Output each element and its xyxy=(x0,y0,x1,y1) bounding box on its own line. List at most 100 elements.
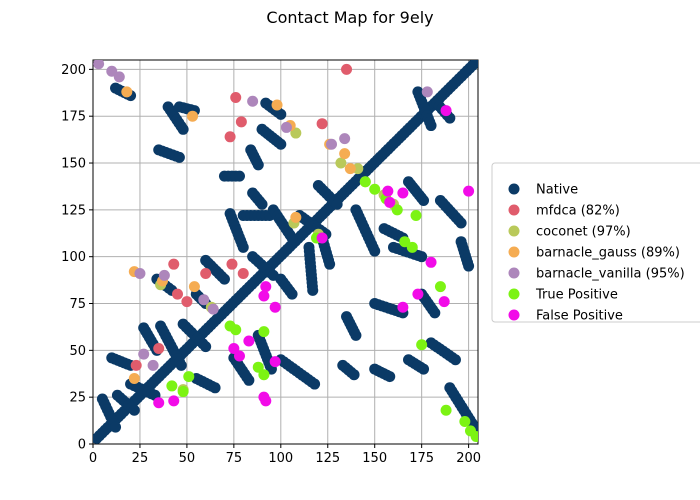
data-point xyxy=(113,71,125,83)
y-tick-label: 100 xyxy=(61,250,86,265)
data-point xyxy=(397,301,409,313)
native-point xyxy=(307,284,319,296)
data-point xyxy=(252,361,264,373)
data-point xyxy=(421,86,433,98)
series-0 xyxy=(93,60,478,444)
y-tick-label: 75 xyxy=(69,297,86,312)
data-point xyxy=(153,397,165,409)
native-point xyxy=(463,260,475,272)
data-point xyxy=(258,290,270,302)
legend-label: coconet (97%) xyxy=(536,225,631,240)
data-point xyxy=(158,269,170,281)
x-tick-label: 50 xyxy=(179,451,196,466)
native-point xyxy=(309,378,321,390)
data-point xyxy=(233,350,245,362)
native-point xyxy=(177,123,189,135)
native-point xyxy=(200,341,212,353)
axis-ticks: 0 25 50 75 100 125 150 175 200 0 25 50 75 100 125 150 17… xyxy=(61,63,481,466)
data-point xyxy=(228,342,240,354)
data-point xyxy=(369,183,381,195)
native-point xyxy=(348,369,360,381)
data-point xyxy=(359,176,371,188)
x-tick-label: 25 xyxy=(132,451,149,466)
data-point xyxy=(106,65,118,77)
native-point xyxy=(275,108,287,120)
data-point xyxy=(183,371,195,383)
native-point xyxy=(237,241,249,253)
data-point xyxy=(168,395,180,407)
data-point xyxy=(181,296,193,308)
data-point xyxy=(290,211,302,223)
native-point xyxy=(286,288,298,300)
data-point xyxy=(410,209,422,221)
data-point xyxy=(230,91,242,103)
native-point xyxy=(128,404,140,416)
data-point xyxy=(440,404,452,416)
data-point xyxy=(258,369,270,381)
native-point xyxy=(350,329,362,341)
data-point xyxy=(382,185,394,197)
data-point xyxy=(172,288,184,300)
data-point xyxy=(187,110,199,122)
data-point xyxy=(269,356,281,368)
data-point xyxy=(316,232,328,244)
data-point xyxy=(177,386,189,398)
data-point xyxy=(339,148,351,160)
legend-marker xyxy=(508,183,520,195)
data-point xyxy=(280,121,292,133)
native-point xyxy=(331,198,343,210)
legend-marker xyxy=(508,288,520,300)
native-point xyxy=(175,359,187,371)
y-tick-label: 25 xyxy=(69,391,86,406)
native-point xyxy=(455,217,467,229)
series-1 xyxy=(130,63,353,371)
x-tick-label: 125 xyxy=(315,451,340,466)
data-point xyxy=(247,95,259,107)
native-point xyxy=(209,382,221,394)
x-tick-label: 0 xyxy=(89,451,97,466)
y-tick-label: 0 xyxy=(78,438,86,453)
legend-label: barnacle_gauss (89%) xyxy=(536,246,680,261)
data-point xyxy=(438,296,450,308)
x-tick-label: 175 xyxy=(409,451,434,466)
data-point xyxy=(147,359,159,371)
native-point xyxy=(384,371,396,383)
native-point xyxy=(286,232,298,244)
y-tick-label: 125 xyxy=(61,203,86,218)
native-point xyxy=(449,354,461,366)
legend-marker xyxy=(508,246,520,258)
data-point xyxy=(153,342,165,354)
data-point xyxy=(406,241,418,253)
legend-label: Native xyxy=(536,183,578,198)
data-point xyxy=(200,268,212,280)
native-point xyxy=(418,363,430,375)
data-point xyxy=(459,416,471,428)
legend-marker xyxy=(508,225,520,237)
legend: Native mfdca (82%) coconet (97%) barnacle_g… xyxy=(491,162,700,324)
native-point xyxy=(425,120,437,132)
data-point xyxy=(224,131,236,143)
series-4 xyxy=(93,60,433,371)
data-point xyxy=(260,281,272,293)
data-point xyxy=(198,294,210,306)
data-point xyxy=(391,204,403,216)
native-point xyxy=(275,138,287,150)
x-tick-label: 200 xyxy=(456,451,481,466)
series-5 xyxy=(166,176,478,443)
data-point xyxy=(121,86,133,98)
data-point xyxy=(397,187,409,199)
chart-title: Contact Map for 9ely xyxy=(266,8,433,27)
x-tick-label: 75 xyxy=(226,451,243,466)
data-point xyxy=(339,133,351,145)
series-6 xyxy=(153,105,475,409)
data-point xyxy=(269,301,281,313)
native-point xyxy=(324,258,336,270)
data-point xyxy=(341,63,353,75)
data-point xyxy=(326,138,338,150)
data-point xyxy=(425,256,437,268)
data-point xyxy=(130,359,142,371)
data-point xyxy=(188,281,200,293)
data-point xyxy=(440,105,452,117)
data-point xyxy=(258,326,270,338)
